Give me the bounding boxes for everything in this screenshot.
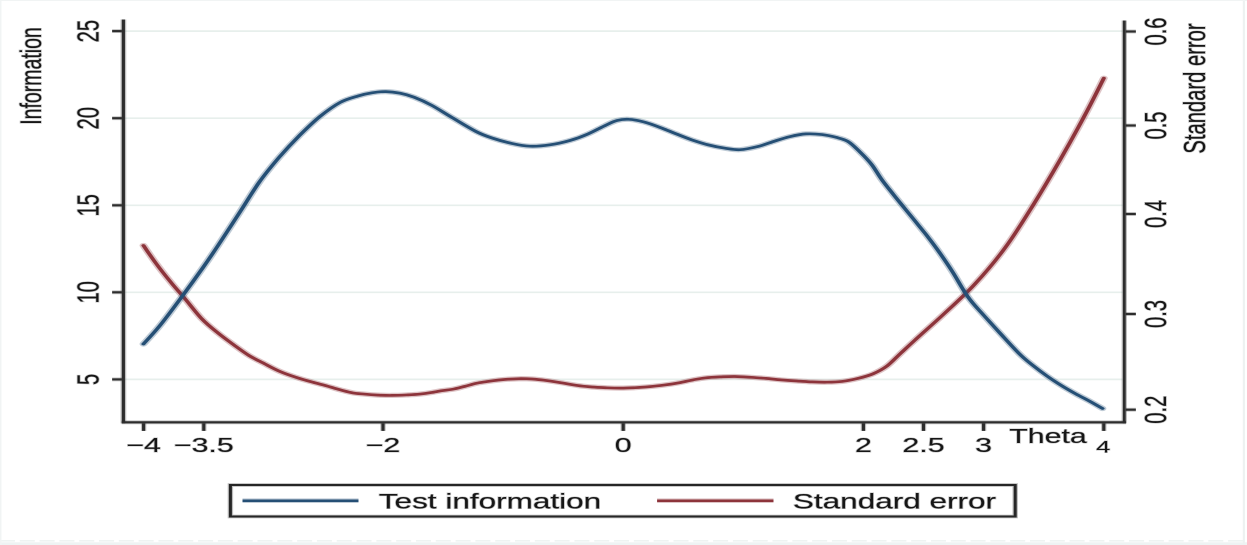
svg-text:25: 25 [73,20,106,42]
svg-text:Standard error: Standard error [1179,23,1212,154]
svg-text:10: 10 [73,281,106,303]
svg-text:Theta: Theta [1009,426,1087,448]
svg-text:4: 4 [1096,437,1110,457]
svg-text:−2: −2 [366,435,401,457]
svg-text:3: 3 [975,435,992,457]
svg-text:0.2: 0.2 [1140,396,1173,424]
svg-text:15: 15 [73,194,106,216]
svg-text:2.5: 2.5 [902,435,944,457]
svg-text:0.5: 0.5 [1140,111,1173,139]
svg-text:Information: Information [15,27,48,125]
svg-text:2: 2 [855,435,872,457]
svg-text:5: 5 [73,374,106,385]
svg-text:Standard error: Standard error [793,490,996,514]
svg-text:0.4: 0.4 [1140,200,1173,228]
svg-text:0.6: 0.6 [1140,17,1173,45]
svg-text:0: 0 [615,435,632,457]
svg-text:−3.5: −3.5 [174,435,234,457]
svg-text:Test information: Test information [379,490,601,514]
svg-text:0.3: 0.3 [1140,300,1173,328]
svg-text:20: 20 [73,107,106,129]
svg-text:−4: −4 [126,435,161,457]
